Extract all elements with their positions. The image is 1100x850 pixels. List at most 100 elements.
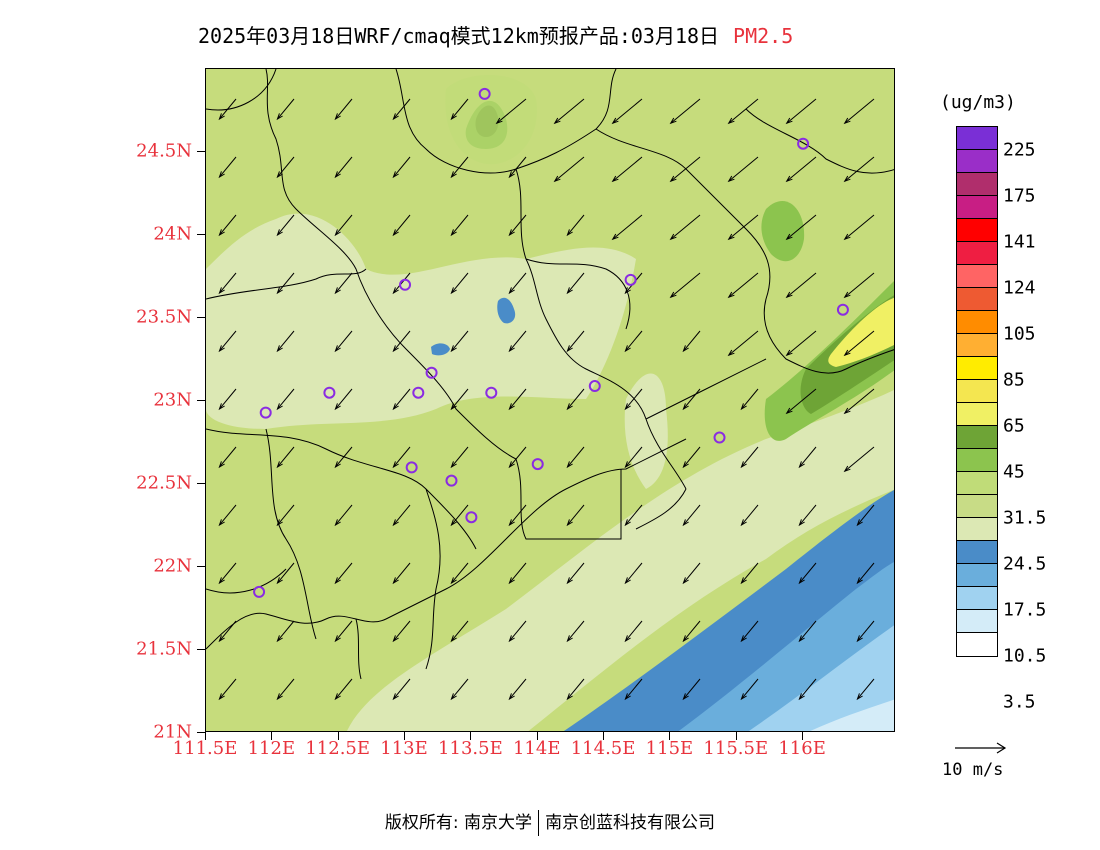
wind-arrow xyxy=(334,214,353,237)
wind-arrow xyxy=(392,214,411,237)
station-marker xyxy=(588,380,601,393)
wind-arrow xyxy=(856,620,875,643)
pm25-map xyxy=(205,68,895,732)
lat-tick-label: 22.5N xyxy=(136,472,192,494)
legend-swatch xyxy=(957,564,997,587)
wind-arrow xyxy=(276,98,295,121)
wind-scale-arrow xyxy=(955,742,1007,754)
lat-tick-label: 23N xyxy=(153,389,192,411)
footer-right: 南京创蓝科技有限公司 xyxy=(545,813,716,833)
wind-arrow xyxy=(276,678,295,701)
legend-label: 105 xyxy=(1003,323,1036,345)
wind-arrow xyxy=(334,562,353,585)
lat-tick xyxy=(197,483,205,484)
wind-arrow xyxy=(392,446,411,469)
wind-arrow xyxy=(669,156,701,183)
station-marker xyxy=(445,474,458,487)
lon-tick xyxy=(470,732,472,740)
wind-arrow xyxy=(276,562,295,585)
field-dark-east xyxy=(761,200,805,262)
wind-arrow xyxy=(450,504,469,527)
concentration-fields xyxy=(206,75,894,731)
legend-label: 3.5 xyxy=(1003,691,1036,713)
lat-tick xyxy=(197,317,205,318)
monitoring-stations xyxy=(253,87,849,598)
legend-swatch xyxy=(957,449,997,472)
wind-arrow xyxy=(495,98,527,125)
wind-arrow xyxy=(508,330,527,353)
field-ocean-low xyxy=(810,699,894,731)
wind-arrow xyxy=(566,562,585,585)
wind-arrow xyxy=(218,562,237,585)
station-marker xyxy=(485,386,498,399)
wind-arrow xyxy=(218,330,237,353)
wind-vectors xyxy=(218,98,875,701)
lon-tick-label: 112.5E xyxy=(305,738,371,759)
station-marker xyxy=(478,87,491,100)
title-pollutant: PM2.5 xyxy=(733,24,794,48)
wind-arrow xyxy=(740,678,759,701)
wind-arrow xyxy=(450,620,469,643)
lon-tick-label: 114.5E xyxy=(570,738,636,759)
wind-arrow xyxy=(740,388,759,411)
province-boundaries xyxy=(206,69,894,680)
lon-tick-label: 112E xyxy=(247,738,296,759)
legend-swatch xyxy=(957,242,997,265)
legend-swatch xyxy=(957,518,997,541)
wind-arrow xyxy=(682,678,701,701)
wind-arrow xyxy=(682,620,701,643)
lat-tick xyxy=(197,566,205,567)
map-canvas xyxy=(206,69,894,731)
wind-arrow xyxy=(392,156,411,179)
wind-arrow xyxy=(566,620,585,643)
wind-arrow xyxy=(624,388,643,411)
wind-arrow xyxy=(450,446,469,469)
legend-label: 141 xyxy=(1003,231,1036,253)
wind-arrow xyxy=(669,214,701,241)
wind-arrow xyxy=(566,446,585,469)
legend-label: 175 xyxy=(1003,185,1036,207)
station-marker xyxy=(405,461,418,474)
lon-tick xyxy=(603,732,605,740)
wind-arrow xyxy=(785,330,817,357)
lon-tick xyxy=(669,732,671,740)
legend-label: 85 xyxy=(1003,369,1025,391)
legend-swatch xyxy=(957,472,997,495)
wind-arrow xyxy=(392,620,411,643)
wind-arrow xyxy=(450,678,469,701)
wind-arrow xyxy=(276,388,295,411)
wind-arrow xyxy=(218,388,237,411)
wind-arrow xyxy=(624,678,643,701)
wind-arrow xyxy=(334,620,353,643)
wind-arrow xyxy=(566,330,585,353)
station-marker xyxy=(253,585,266,598)
wind-arrow xyxy=(740,504,759,527)
legend-swatch xyxy=(957,219,997,242)
lat-tick-label: 23.5N xyxy=(136,306,192,328)
wind-arrow xyxy=(611,214,643,241)
copyright-footer: 版权所有: 南京大学 南京创蓝科技有限公司 xyxy=(0,808,1100,836)
wind-arrow xyxy=(218,214,237,237)
wind-arrow xyxy=(392,678,411,701)
wind-arrow xyxy=(218,98,237,121)
station-marker xyxy=(323,386,336,399)
color-legend xyxy=(956,126,998,657)
legend-swatch xyxy=(957,357,997,380)
wind-arrow xyxy=(508,388,527,411)
legend-swatch xyxy=(957,265,997,288)
wind-arrow xyxy=(392,562,411,585)
wind-arrow xyxy=(450,562,469,585)
legend-label: 17.5 xyxy=(1003,599,1047,621)
wind-arrow xyxy=(566,678,585,701)
wind-arrow xyxy=(508,620,527,643)
wind-arrow xyxy=(798,678,817,701)
footer-separator xyxy=(538,810,540,836)
lon-tick xyxy=(536,732,538,740)
wind-arrow xyxy=(450,156,469,179)
wind-arrow xyxy=(682,504,701,527)
lat-tick xyxy=(197,234,205,235)
wind-arrow xyxy=(450,330,469,353)
wind-arrow xyxy=(669,272,701,299)
station-marker xyxy=(399,278,412,291)
wind-arrow xyxy=(450,272,469,295)
